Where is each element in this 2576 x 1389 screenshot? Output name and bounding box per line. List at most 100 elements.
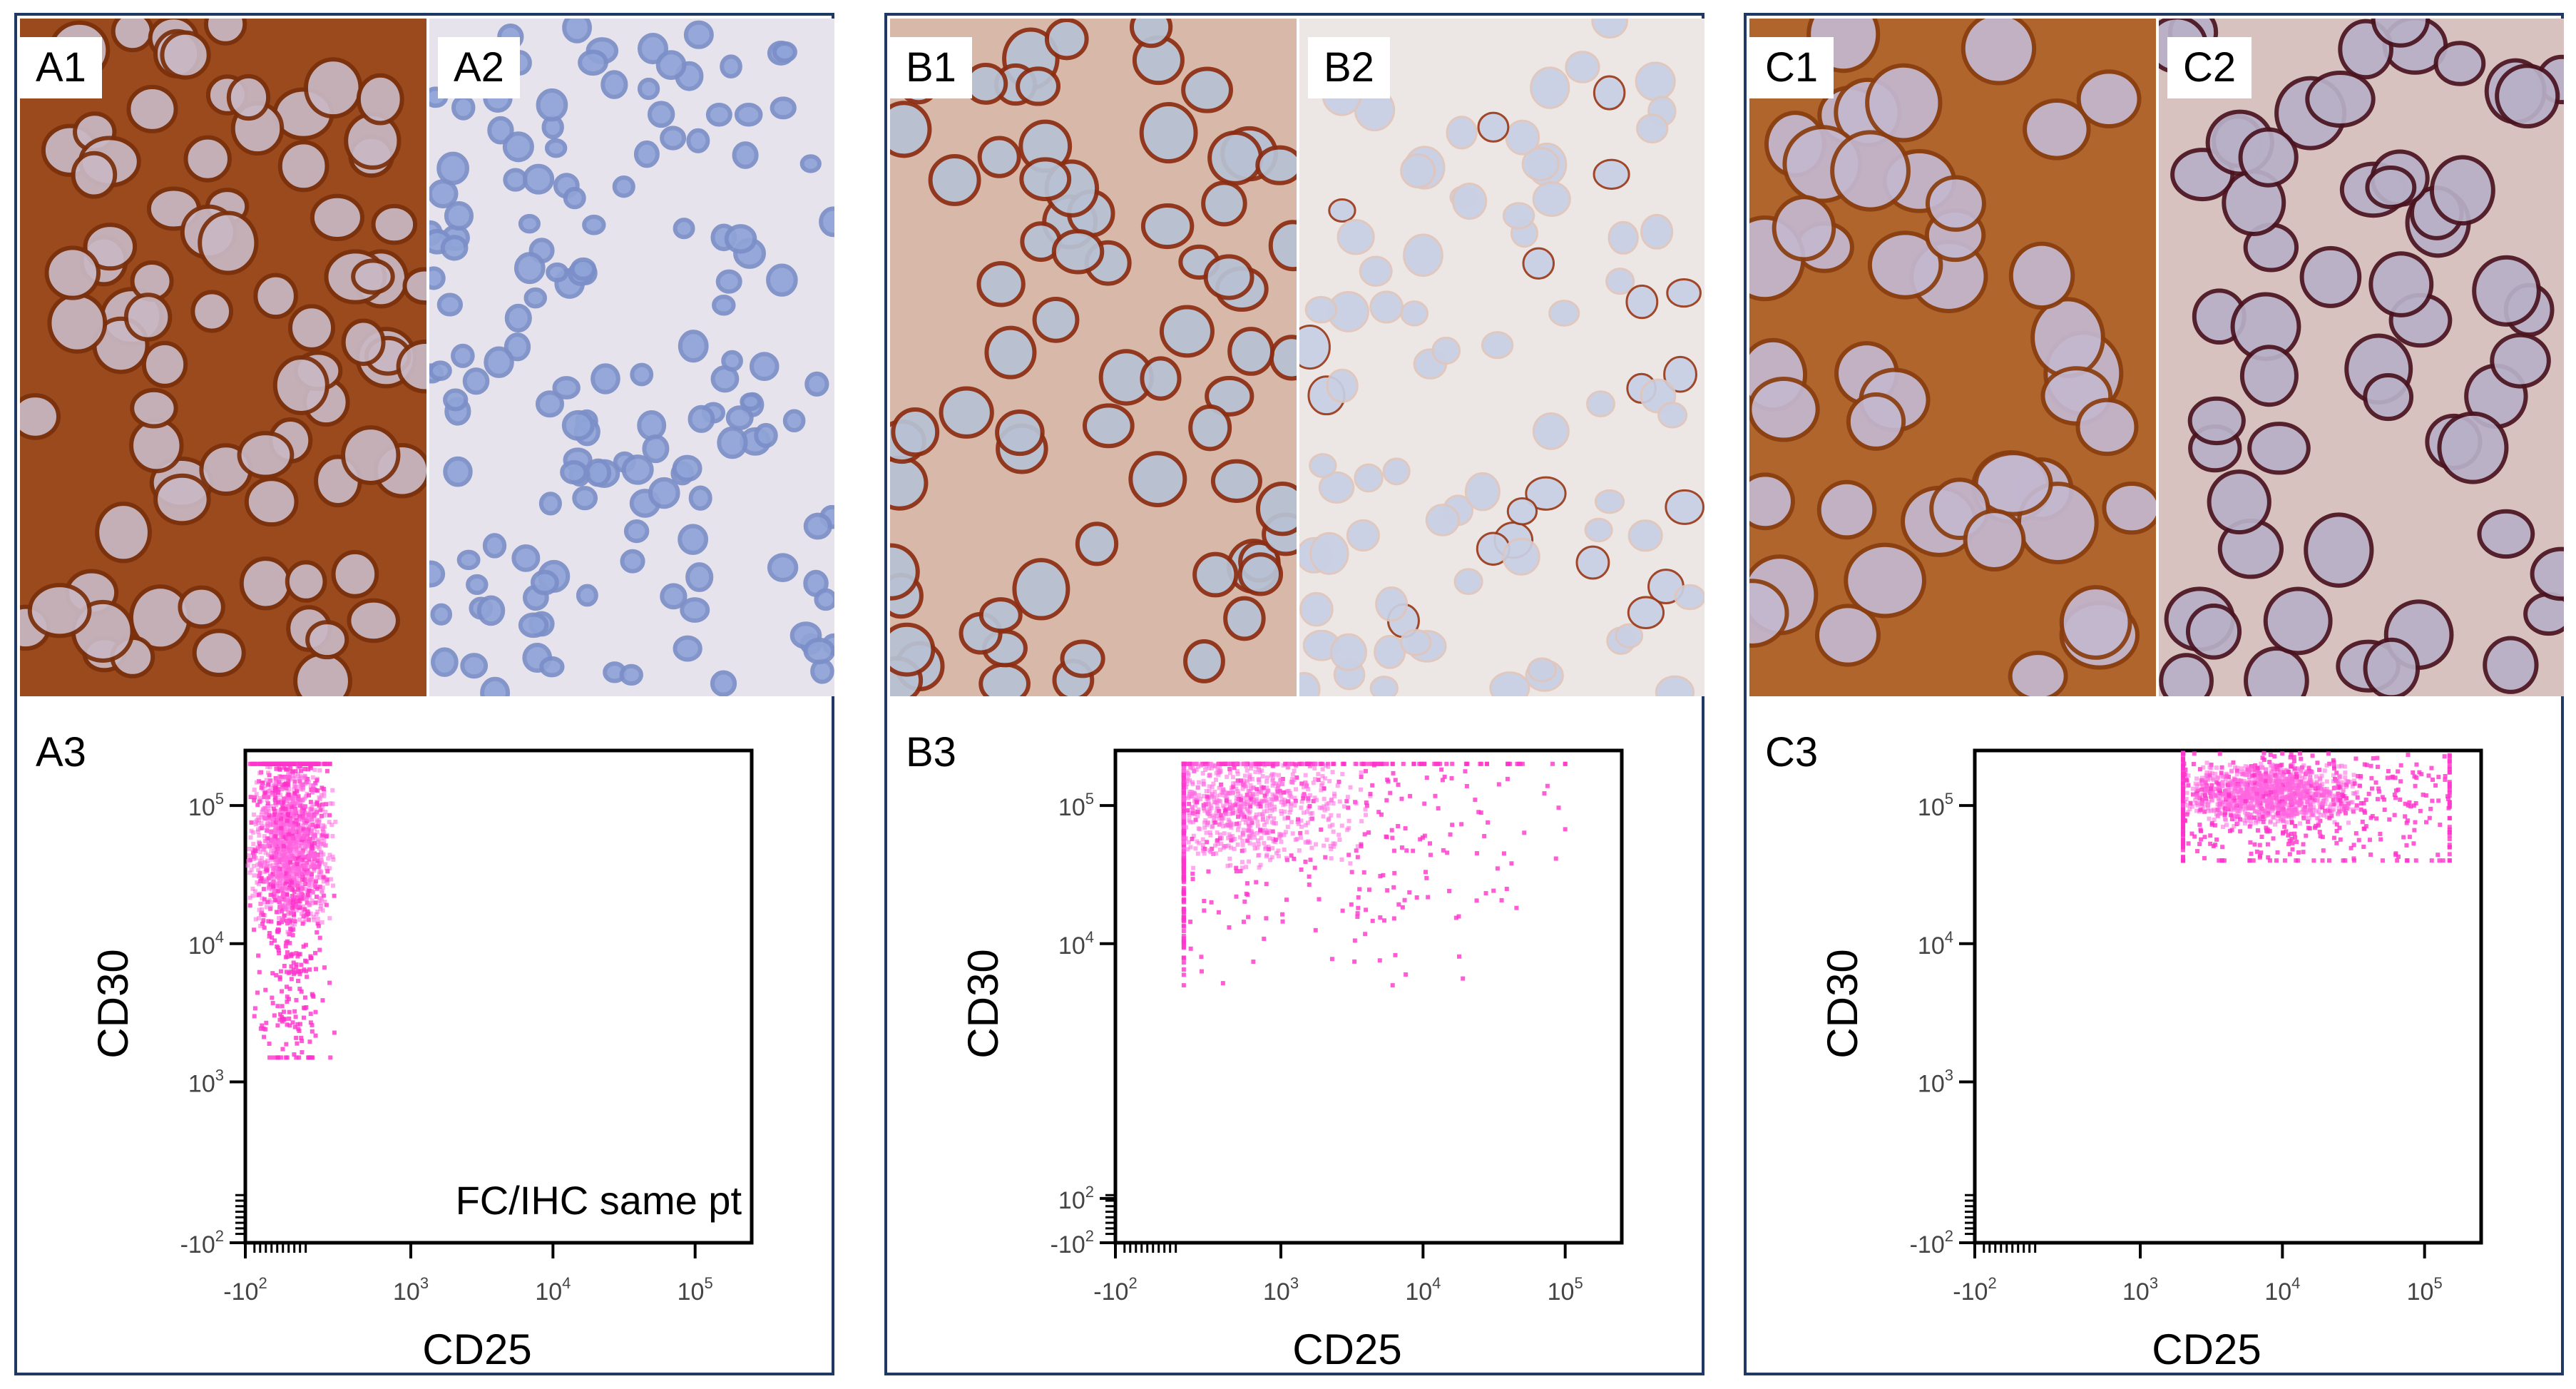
event-dot <box>290 848 295 853</box>
event-dot <box>272 842 277 847</box>
event-dot <box>295 887 300 892</box>
cell <box>476 595 506 626</box>
event-dot <box>1230 790 1235 795</box>
event-dot <box>310 841 315 846</box>
event-dot <box>291 863 296 868</box>
event-dot <box>1296 821 1301 826</box>
event-dot <box>1289 820 1294 825</box>
event-dot <box>291 915 296 920</box>
event-dot <box>307 888 312 893</box>
event-dot <box>275 1055 280 1060</box>
event-dot <box>1231 808 1236 813</box>
event-dot <box>1262 830 1267 835</box>
cell <box>272 355 329 415</box>
event-dot <box>2202 855 2207 860</box>
cell <box>253 273 298 320</box>
event-dot <box>1364 800 1369 805</box>
event-dot <box>1325 761 1330 766</box>
event-dot <box>1356 905 1361 910</box>
event-dot <box>272 846 277 851</box>
event-dot <box>1235 842 1240 847</box>
event-dot <box>2255 828 2260 833</box>
event-dot <box>1252 835 1257 840</box>
event-dot <box>270 872 275 877</box>
event-dot <box>261 918 266 923</box>
cell <box>1299 671 1321 696</box>
event-dot <box>1242 780 1247 785</box>
event-dot <box>1281 803 1286 808</box>
event-dot <box>1264 854 1269 859</box>
event-dot <box>320 836 324 841</box>
event-dot <box>1257 853 1262 858</box>
event-dot <box>2321 813 2326 818</box>
event-dot <box>1182 778 1187 783</box>
event-dot <box>2301 763 2306 768</box>
event-dot <box>1284 897 1289 902</box>
cell <box>1400 300 1429 327</box>
event-dot <box>1327 824 1332 829</box>
event-dot <box>1279 808 1284 813</box>
event-dot <box>1201 803 1206 808</box>
cell <box>544 138 568 158</box>
cell <box>2102 481 2156 535</box>
event-dot <box>1271 781 1276 786</box>
event-dot <box>277 767 282 772</box>
event-dot <box>291 967 296 972</box>
event-dot <box>1202 825 1207 830</box>
event-dot <box>280 909 285 914</box>
event-dot <box>316 861 321 866</box>
event-dot <box>2445 794 2450 799</box>
event-dot <box>332 893 337 898</box>
event-dot <box>1236 824 1241 829</box>
event-dot <box>1207 848 1212 853</box>
event-dot <box>1264 808 1269 813</box>
event-dot <box>2301 813 2306 818</box>
event-dot <box>295 862 300 867</box>
event-dot <box>2264 798 2269 803</box>
event-dot <box>1258 863 1263 868</box>
event-dot <box>322 838 327 843</box>
event-dot <box>2289 831 2294 836</box>
event-dot <box>2219 770 2224 775</box>
event-dot <box>2192 751 2197 756</box>
event-dot <box>303 917 308 922</box>
cell <box>293 651 352 696</box>
event-dot <box>1271 836 1276 841</box>
cell <box>984 325 1037 380</box>
event-dot <box>2197 823 2202 828</box>
event-dot <box>1306 797 1311 802</box>
event-dot <box>2396 854 2401 859</box>
event-dot <box>2287 838 2292 843</box>
event-dot <box>255 829 260 834</box>
cell <box>523 287 548 309</box>
event-dot <box>2252 842 2257 847</box>
event-dot <box>1237 781 1242 786</box>
event-dot <box>1200 837 1205 842</box>
event-dot <box>322 899 327 904</box>
event-dot <box>1322 796 1327 801</box>
cell <box>637 409 667 441</box>
cell <box>1375 586 1409 622</box>
event-dot <box>1264 800 1269 805</box>
event-dot <box>2318 805 2323 810</box>
event-dot <box>2324 763 2329 768</box>
event-dot <box>259 785 264 790</box>
cell <box>1140 356 1182 401</box>
event-dot <box>305 823 310 828</box>
event-dot <box>1396 824 1401 829</box>
cell <box>443 456 473 487</box>
event-dot <box>1309 845 1314 850</box>
event-dot <box>257 770 262 775</box>
event-dot <box>1381 918 1386 923</box>
x-tick-label: 103 <box>393 1274 429 1306</box>
event-dot <box>1340 761 1345 766</box>
event-dot <box>1553 856 1558 861</box>
event-dot <box>312 883 317 888</box>
event-dot <box>1288 761 1293 766</box>
event-dot <box>253 822 258 827</box>
event-dot <box>262 838 267 843</box>
event-dot <box>307 855 312 860</box>
event-dot <box>299 969 304 974</box>
event-dot <box>308 875 313 880</box>
event-dot <box>256 868 261 872</box>
